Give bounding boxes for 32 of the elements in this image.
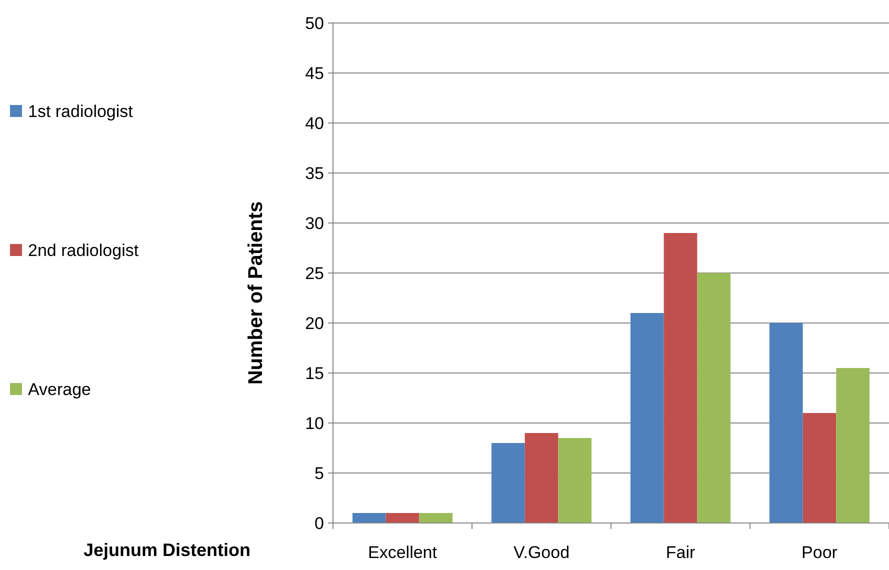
x-tick-label: Fair xyxy=(666,543,696,562)
y-tick-label: 10 xyxy=(305,414,324,433)
y-tick-label: 45 xyxy=(305,64,324,83)
y-axis-title: Number of Patients xyxy=(245,201,267,385)
bar xyxy=(419,513,453,523)
y-tick-label: 40 xyxy=(305,114,324,133)
bar xyxy=(386,513,420,523)
bar xyxy=(664,233,698,523)
y-tick-label: 35 xyxy=(305,164,324,183)
x-tick-label: Poor xyxy=(802,543,838,562)
bar xyxy=(802,413,836,523)
y-tick-label: 15 xyxy=(305,364,324,383)
bar xyxy=(352,513,386,523)
y-tick-label: 0 xyxy=(314,514,324,533)
bar xyxy=(697,273,731,523)
bar xyxy=(769,323,803,523)
legend-label: 1st radiologist xyxy=(28,102,134,121)
bar xyxy=(524,433,558,523)
bar xyxy=(491,443,525,523)
y-tick-label: 25 xyxy=(305,264,324,283)
legend-label: 2nd radiologist xyxy=(28,240,139,260)
x-tick-label: Excellent xyxy=(368,543,438,562)
legend-label: Average xyxy=(28,380,92,399)
x-axis-title: Jejunum Distention xyxy=(83,540,251,560)
x-tick-label: V.Good xyxy=(513,543,570,562)
bar xyxy=(558,438,592,523)
y-tick-label: 5 xyxy=(314,464,324,483)
bar xyxy=(836,368,870,523)
y-tick-label: 30 xyxy=(305,214,324,233)
y-tick-label: 50 xyxy=(305,14,324,33)
bar xyxy=(630,313,664,523)
y-tick-label: 20 xyxy=(305,314,324,333)
